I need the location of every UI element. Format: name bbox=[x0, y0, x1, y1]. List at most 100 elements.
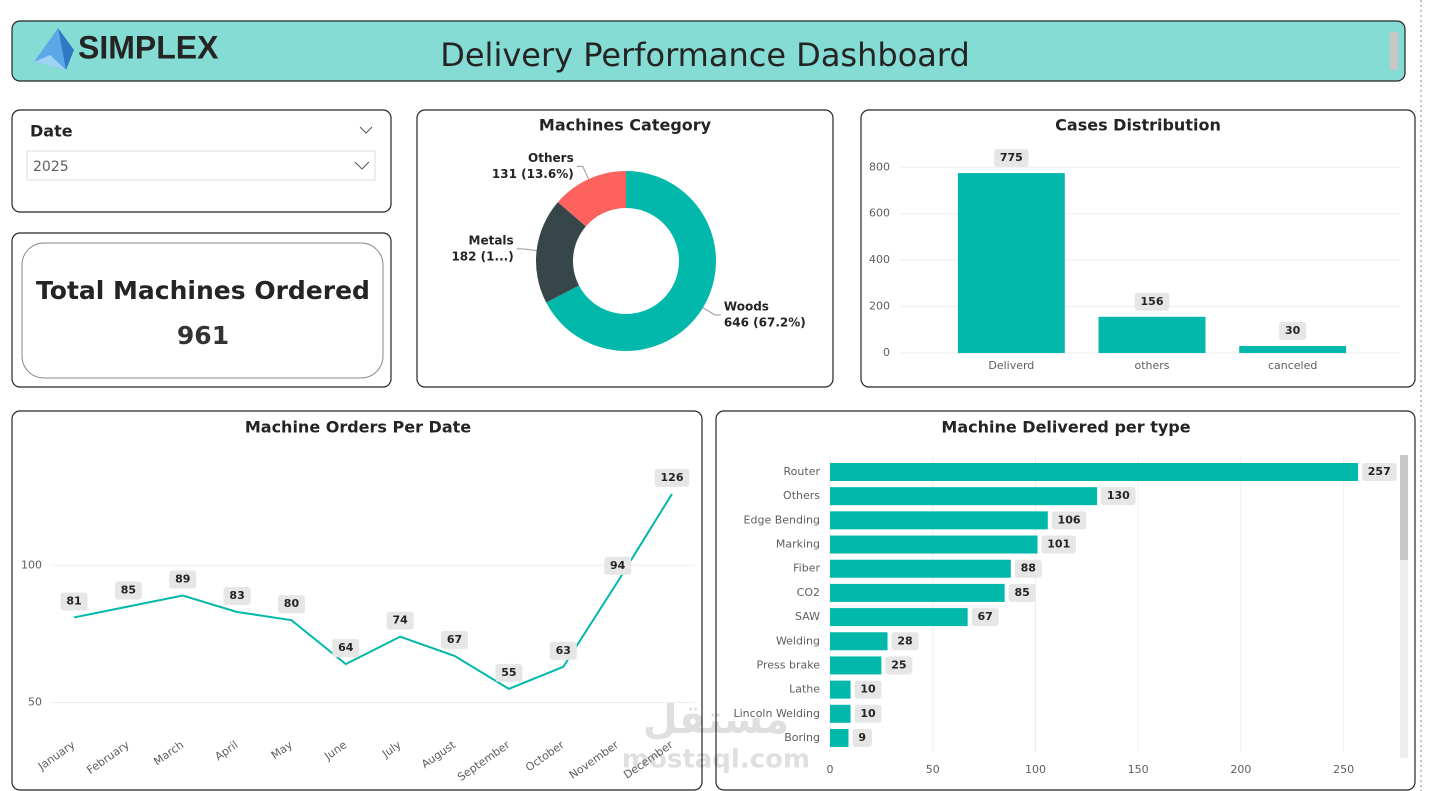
chart-title: Machines Category bbox=[539, 116, 712, 135]
y-tick-label: 200 bbox=[869, 300, 890, 313]
data-label: 775 bbox=[1000, 151, 1023, 164]
data-label: 257 bbox=[1368, 465, 1391, 478]
y-tick-label: Edge Bending bbox=[744, 513, 820, 526]
y-tick-label: 100 bbox=[21, 558, 42, 571]
y-tick-label: 800 bbox=[869, 160, 890, 173]
data-label: 67 bbox=[977, 610, 992, 623]
y-tick-label: Lincoln Welding bbox=[733, 707, 820, 720]
y-tick-label: Press brake bbox=[757, 658, 821, 671]
y-tick-label: Fiber bbox=[793, 562, 820, 575]
bar bbox=[1239, 346, 1347, 353]
data-label-bg bbox=[1362, 463, 1397, 481]
data-label-bg bbox=[1134, 292, 1170, 311]
data-label: 126 bbox=[661, 471, 684, 484]
data-label-bg bbox=[1101, 487, 1136, 506]
data-label-bg bbox=[169, 570, 197, 589]
bar bbox=[830, 511, 1048, 530]
data-label: 130 bbox=[1107, 489, 1130, 502]
data-label-bg bbox=[1051, 511, 1087, 530]
x-tick-label: 100 bbox=[1025, 763, 1046, 776]
data-label: 156 bbox=[1141, 295, 1164, 308]
leader-line bbox=[516, 248, 537, 252]
kpi-value: 961 bbox=[177, 321, 229, 350]
y-tick-label: 400 bbox=[869, 253, 890, 266]
data-label: 85 bbox=[1014, 586, 1029, 599]
chart-title: Machine Orders Per Date bbox=[245, 418, 471, 437]
bar bbox=[830, 704, 851, 723]
data-label-bg bbox=[654, 468, 690, 487]
line-panel bbox=[11, 410, 703, 791]
data-label-bg bbox=[549, 641, 577, 660]
data-label-bg bbox=[223, 586, 251, 605]
donut-slice bbox=[535, 202, 586, 303]
x-tick-label: Deliverd bbox=[988, 359, 1034, 372]
leader-line bbox=[576, 165, 590, 180]
slice-name: Woods bbox=[724, 299, 769, 313]
x-tick-label: 50 bbox=[926, 763, 940, 776]
data-label-bg bbox=[114, 581, 142, 600]
data-label-bg bbox=[971, 608, 999, 627]
donut-slice bbox=[546, 171, 716, 352]
data-label-bg bbox=[852, 728, 872, 747]
slice-label: 646 (67.2%) bbox=[724, 315, 806, 329]
data-label-bg bbox=[885, 656, 913, 675]
data-label: 10 bbox=[860, 683, 876, 696]
data-label: 9 bbox=[858, 731, 866, 744]
data-label: 25 bbox=[891, 658, 906, 671]
data-label-bg bbox=[495, 663, 523, 682]
y-tick-label: 600 bbox=[869, 207, 890, 220]
y-tick-label: Router bbox=[784, 465, 821, 478]
logo-text: SIMPLEX bbox=[78, 29, 219, 65]
x-tick-label: 0 bbox=[827, 763, 834, 776]
donut-panel bbox=[416, 109, 834, 388]
kpi-card bbox=[21, 242, 384, 379]
y-tick-label: 50 bbox=[28, 696, 42, 709]
y-tick-label: 0 bbox=[883, 346, 890, 359]
scroll-thumb[interactable] bbox=[1400, 455, 1408, 560]
bar bbox=[830, 656, 882, 675]
bar bbox=[830, 487, 1098, 506]
data-label: 10 bbox=[860, 707, 876, 720]
logo-icon bbox=[34, 28, 74, 70]
slicer-chevron[interactable] bbox=[359, 126, 373, 134]
slice-name: Metals bbox=[469, 233, 514, 247]
bar bbox=[830, 632, 888, 651]
watermark: mostaql.com bbox=[622, 745, 810, 775]
chart-title: Cases Distribution bbox=[1055, 116, 1221, 135]
header-scrollbar bbox=[1390, 32, 1398, 70]
bar bbox=[830, 559, 1011, 578]
data-label-bg bbox=[1014, 559, 1042, 578]
data-label: 30 bbox=[1285, 324, 1301, 337]
slice-label: 182 (1...) bbox=[451, 249, 513, 263]
leader-line bbox=[702, 307, 721, 316]
x-tick-label: others bbox=[1134, 359, 1169, 372]
data-label-bg bbox=[386, 611, 414, 630]
slicer-dropdown[interactable] bbox=[26, 150, 376, 181]
data-label: 67 bbox=[447, 633, 462, 646]
data-label: 64 bbox=[338, 641, 354, 654]
header-bar bbox=[11, 20, 1406, 82]
data-label: 101 bbox=[1047, 538, 1070, 551]
bar bbox=[830, 535, 1038, 554]
data-label-bg bbox=[60, 592, 88, 611]
bar bbox=[830, 728, 849, 747]
scroll-track bbox=[1400, 455, 1408, 758]
donut-slice bbox=[557, 171, 626, 227]
data-label: 81 bbox=[66, 594, 81, 607]
data-label: 80 bbox=[284, 597, 300, 610]
data-label-bg bbox=[1008, 583, 1036, 602]
data-label: 89 bbox=[175, 572, 190, 585]
y-tick-label: Boring bbox=[784, 731, 820, 744]
data-label: 88 bbox=[1021, 562, 1036, 575]
bar bbox=[830, 680, 851, 699]
slicer-value: 2025 bbox=[33, 159, 69, 175]
dropdown-chevron[interactable] bbox=[354, 161, 370, 170]
bar bbox=[830, 608, 968, 627]
data-label: 63 bbox=[556, 644, 571, 657]
y-tick-label: Lathe bbox=[789, 683, 820, 696]
data-label-bg bbox=[854, 704, 882, 723]
data-label-bg bbox=[1279, 322, 1307, 341]
bar bbox=[1098, 316, 1206, 353]
data-label-bg bbox=[1041, 535, 1077, 554]
